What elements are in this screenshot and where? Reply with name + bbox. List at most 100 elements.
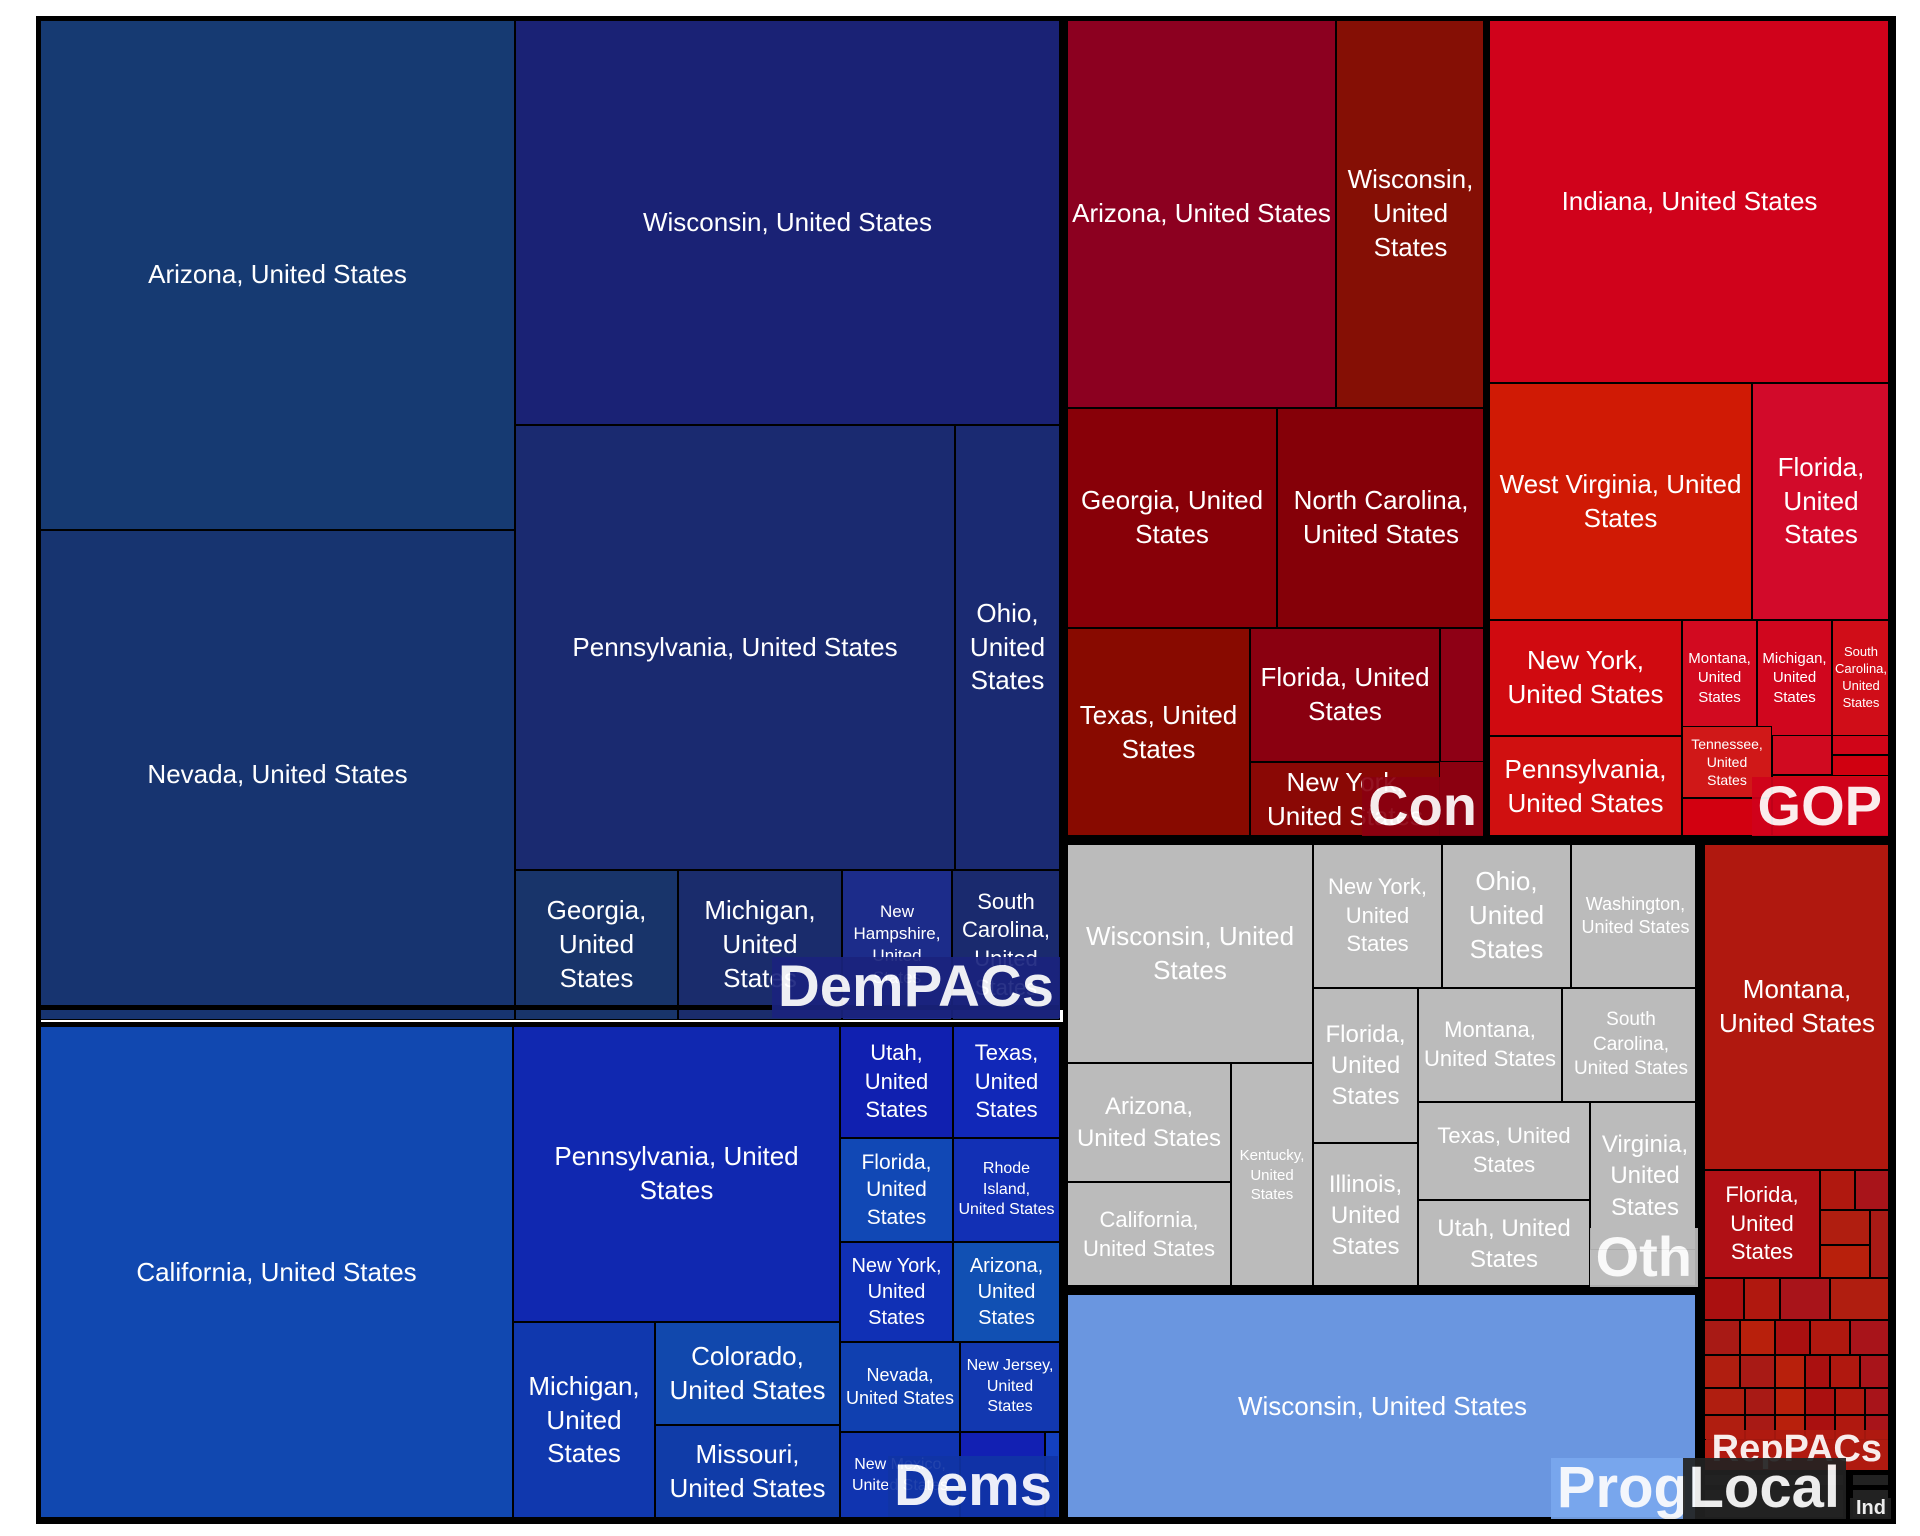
treemap-tile-oth-montana-united-states: Montana, United States <box>1418 988 1562 1102</box>
group-label-gop: GOP <box>1751 776 1888 836</box>
tile-label: Ohio, United States <box>1468 866 1545 964</box>
treemap-tile-dems-nevada-united-states: Nevada, United States <box>840 1342 960 1432</box>
tile-label: New York, United States <box>1507 645 1664 709</box>
treemap-minor-tile <box>1440 628 1485 762</box>
treemap-tile-reppacs-montana-united-states: Montana, United States <box>1704 844 1890 1170</box>
treemap-minor-tile <box>1830 1278 1890 1320</box>
treemap-minor-tile <box>1860 1355 1890 1388</box>
group-label-prog: Prog <box>1550 1457 1695 1519</box>
tile-label: Texas, United States <box>1079 700 1238 764</box>
treemap-tile-gop-michigan-united-states: Michigan, United States <box>1757 620 1832 736</box>
treemap-tile-dems-michigan-united-states: Michigan, United States <box>513 1322 655 1519</box>
treemap-tile-gop-west-virginia-united-states: West Virginia, United States <box>1489 383 1752 620</box>
treemap-tile-oth-california-united-states: California, United States <box>1067 1182 1231 1288</box>
tile-label: Arizona, United States <box>1076 1093 1222 1152</box>
tile-label: Florida, United States <box>1325 1020 1406 1111</box>
treemap-tile-dempacs-georgia-united-states: Georgia, United States <box>515 870 678 1020</box>
treemap-minor-tile <box>1865 1388 1890 1415</box>
treemap-minor-tile <box>1740 1320 1775 1355</box>
treemap-minor-tile <box>1805 1355 1830 1388</box>
tile-label: Missouri, United States <box>669 1439 826 1503</box>
treemap-tile-dems-texas-united-states: Texas, United States <box>953 1026 1060 1138</box>
treemap-tile-dempacs-pennsylvania-united-states: Pennsylvania, United States <box>515 425 955 870</box>
tile-label: Utah, United States <box>864 1040 929 1123</box>
treemap-tile-con-north-carolina-united-states: North Carolina, United States <box>1277 408 1485 628</box>
treemap-minor-tile <box>1780 1278 1830 1320</box>
group-label-dems: Dems <box>888 1455 1058 1517</box>
tile-label: Pennsylvania, United States <box>572 631 898 662</box>
tile-label: West Virginia, United States <box>1499 468 1742 533</box>
treemap-tile-dempacs-ohio-united-states: Ohio, United States <box>955 425 1060 870</box>
tile-label: Montana, United States <box>1718 974 1876 1038</box>
tile-label: New Jersey, United States <box>966 1356 1054 1416</box>
tile-label: Ohio, United States <box>969 597 1046 696</box>
treemap-minor-tile <box>1870 1210 1890 1278</box>
treemap-tile-oth-washington-united-states: Washington, United States <box>1571 844 1700 988</box>
tile-label: Michigan, United States <box>528 1370 640 1469</box>
tile-label: Washington, United States <box>1581 893 1690 937</box>
tile-label: Texas, United States <box>1437 1123 1571 1177</box>
treemap-tile-dems-utah-united-states: Utah, United States <box>840 1026 953 1138</box>
tile-label: Montana, United States <box>1423 1017 1557 1071</box>
tile-label: Florida, United States <box>1725 1182 1799 1265</box>
treemap-minor-tile <box>1820 1245 1870 1278</box>
treemap-minor-tile <box>1820 1210 1870 1245</box>
treemap-tile-dems-california-united-states: California, United States <box>40 1026 513 1519</box>
treemap-tile-con-georgia-united-states: Georgia, United States <box>1067 408 1277 628</box>
tile-label: Florida, United States <box>1260 662 1430 726</box>
treemap-tile-gop-florida-united-states: Florida, United States <box>1752 383 1890 620</box>
tile-label: Rhode Island, United States <box>958 1159 1055 1219</box>
tile-label: Pennsylvania, United States <box>554 1141 799 1205</box>
tile-label: Utah, United States <box>1437 1214 1571 1273</box>
tile-label: Nevada, United States <box>147 759 408 790</box>
treemap-tile-oth-new-york-united-states: New York, United States <box>1313 844 1442 988</box>
treemap-minor-tile <box>1775 1355 1805 1388</box>
tile-label: Tennessee, United States <box>1691 735 1763 789</box>
tile-label: Illinois, United States <box>1328 1170 1403 1261</box>
treemap-tile-gop-montana-united-states: Montana, United States <box>1682 620 1757 736</box>
tile-label: Montana, United States <box>1688 649 1751 706</box>
treemap-tile-oth-virginia-united-states: Virginia, United States <box>1590 1102 1700 1250</box>
tile-label: Georgia, United States <box>546 895 647 993</box>
treemap-tile-oth-kentucky-united-states: Kentucky, United States <box>1231 1063 1313 1288</box>
tile-label: North Carolina, United States <box>1293 485 1469 549</box>
treemap-tile-dempacs-wisconsin-united-states: Wisconsin, United States <box>515 20 1060 425</box>
treemap-minor-tile <box>1820 1170 1855 1210</box>
treemap-tile-oth-ohio-united-states: Ohio, United States <box>1442 844 1571 988</box>
group-label-dempacs: DemPACs <box>771 956 1060 1018</box>
tile-label: Kentucky, United States <box>1239 1147 1305 1204</box>
tile-label: Wisconsin, United States <box>1085 920 1295 985</box>
treemap-minor-tile <box>1850 1320 1890 1355</box>
treemap-tile-con-florida-united-states: Florida, United States <box>1250 628 1440 762</box>
tile-label: Wisconsin, United States <box>1237 1390 1527 1421</box>
treemap-tile-dems-florida-united-states: Florida, United States <box>840 1138 953 1242</box>
tile-label: Wisconsin, United States <box>642 206 932 237</box>
treemap-tile-gop-indiana-united-states: Indiana, United States <box>1489 20 1890 383</box>
treemap-tile-oth-florida-united-states: Florida, United States <box>1313 988 1418 1143</box>
treemap-tile-gop-tennessee-united-states: Tennessee, United States <box>1682 726 1772 798</box>
treemap-tile-oth-wisconsin-united-states: Wisconsin, United States <box>1067 844 1313 1063</box>
group-label-oth: Oth <box>1589 1227 1698 1287</box>
treemap-tile-dems-pennsylvania-united-states: Pennsylvania, United States <box>513 1026 840 1322</box>
treemap-tile-con-texas-united-states: Texas, United States <box>1067 628 1250 838</box>
treemap-tile-dems-rhode-island-united-states: Rhode Island, United States <box>953 1138 1060 1242</box>
treemap-tile-dems-colorado-united-states: Colorado, United States <box>655 1322 840 1425</box>
tile-label: California, United States <box>136 1256 417 1287</box>
treemap-minor-tile <box>1775 1320 1810 1355</box>
treemap-tile-dempacs-nevada-united-states: Nevada, United States <box>40 530 515 1020</box>
tile-label: Florida, United States <box>1777 451 1865 550</box>
group-label-local: Local <box>1682 1457 1846 1519</box>
tile-label: South Carolina, United States <box>1834 644 1888 710</box>
tile-label: Arizona, United States <box>148 259 407 290</box>
group-label-con: Con <box>1362 776 1483 836</box>
tile-label: Arizona, United States <box>1072 198 1331 229</box>
treemap-tile-gop-pennsylvania-united-states: Pennsylvania, United States <box>1489 736 1682 838</box>
tile-label: Colorado, United States <box>669 1340 826 1405</box>
treemap-minor-tile <box>1830 1355 1860 1388</box>
treemap-minor-tile <box>1745 1388 1775 1415</box>
tile-label: Texas, United States <box>974 1040 1039 1123</box>
tile-label: New York, United States <box>851 1255 942 1329</box>
treemap-tile-reppacs-florida-united-states: Florida, United States <box>1704 1170 1820 1278</box>
treemap-minor-tile <box>1744 1278 1780 1320</box>
